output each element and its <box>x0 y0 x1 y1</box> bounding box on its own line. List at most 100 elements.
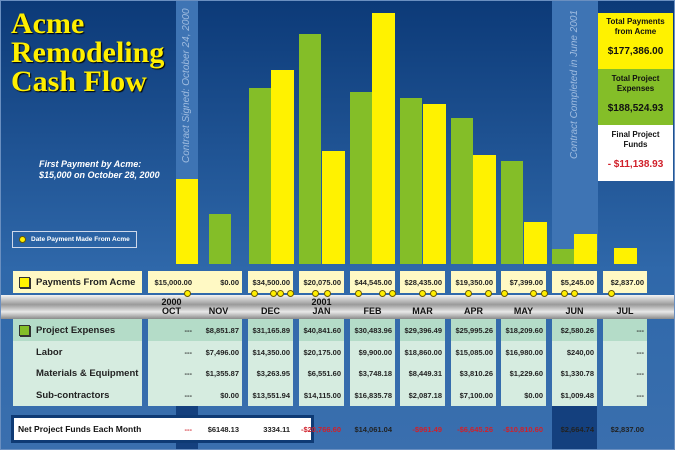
detail-cell-bg <box>501 341 546 406</box>
expenses-cell: $29,396.49 <box>404 325 442 335</box>
subs-row-label: Sub-contractors <box>36 389 110 401</box>
first-payment-note: First Payment by Acme: $15,000 on Octobe… <box>39 159 160 180</box>
expenses-cell: $8,851.87 <box>205 325 239 335</box>
payment-cell-bg <box>350 271 395 293</box>
expenses-square-icon <box>19 324 30 336</box>
month-label: FEB <box>363 306 382 316</box>
month-label: MAY <box>513 306 534 316</box>
month-label: JUN <box>565 306 584 316</box>
net-cell: $2,837.00 <box>610 424 644 434</box>
month-label: MAR <box>412 306 433 316</box>
net-row <box>11 415 314 443</box>
payment-date-dot-icon <box>324 290 331 297</box>
payment-cell-bg <box>501 271 546 293</box>
expenses-cell: $30,483.96 <box>354 325 392 335</box>
month-label: NOV <box>208 306 229 316</box>
labor-cell: $240,00 <box>566 347 594 357</box>
net-cell: -$10,810.60 <box>502 424 543 434</box>
payment-cell-bg <box>400 271 445 293</box>
labor-cell: $7,496.00 <box>205 347 239 357</box>
year-label: 2001 <box>311 297 332 307</box>
materials-cell: $1,229.60 <box>509 368 543 378</box>
expense-bar-feb <box>350 92 372 264</box>
payment-bar-mar <box>423 103 446 264</box>
materials-cell: $3,748.18 <box>358 368 392 378</box>
subs-cell: $14,115.00 <box>303 390 341 400</box>
expenses-cell: $40,841.60 <box>303 325 341 335</box>
subs-cell: $0.00 <box>524 390 543 400</box>
payments-square-icon <box>19 276 30 288</box>
net-cell: $2,664.74 <box>560 424 594 434</box>
expense-bar-nov <box>209 214 231 264</box>
payment-date-dot-icon <box>251 290 258 297</box>
contract-signed-band: Contract Signed: October 24, 2000 <box>176 1 198 181</box>
payments-cell: $0.00 <box>220 277 239 287</box>
payment-bar-apr <box>473 154 496 264</box>
legend: Date Payment Made From Acme <box>12 231 137 248</box>
payment-cell-bg <box>148 271 242 293</box>
payment-date-dot-icon <box>541 290 548 297</box>
payment-bar-dec <box>271 69 294 264</box>
payments-cell: $15,000.00 <box>154 277 192 287</box>
net-cell: 3334.11 <box>263 424 290 434</box>
detail-cell-bg <box>400 341 445 406</box>
detail-cell-bg <box>451 341 496 406</box>
expense-bar-dec <box>249 88 271 264</box>
payments-cell: $34,500.00 <box>252 277 290 287</box>
labor-cell: $16,980.00 <box>505 347 543 357</box>
materials-row-label: Materials & Equipment <box>36 367 139 379</box>
month-label: DEC <box>260 306 280 316</box>
materials-cell: $3,263.95 <box>256 368 290 378</box>
expense-cell-bg <box>451 319 496 341</box>
payment-date-dot-icon <box>465 290 472 297</box>
payment-date-dot-icon <box>501 290 508 297</box>
materials-cell: --- <box>184 368 193 378</box>
payments-cell: $44,545.00 <box>354 277 392 287</box>
net-row-label: Net Project Funds Each Month <box>18 424 142 434</box>
payment-bar-oct <box>176 179 198 264</box>
payment-cell-bg <box>248 271 293 293</box>
net-cell: -$20,766.60 <box>300 424 341 434</box>
payment-date-dot-icon <box>379 290 386 297</box>
contract-completed-label: Contract Completed in June 2001 <box>569 10 580 159</box>
payment-date-dot-icon <box>389 290 396 297</box>
materials-cell: $3,810.26 <box>459 368 493 378</box>
net-cell: $6148.13 <box>207 424 239 434</box>
payment-date-dot-icon <box>355 290 362 297</box>
payments-cell: $19,350.00 <box>455 277 493 287</box>
detail-cell-bg <box>299 341 344 406</box>
expense-cell-bg <box>148 319 242 341</box>
detail-cell-bg <box>248 341 293 406</box>
final-funds-box: Final Project Funds - $11,138.93 <box>598 125 673 181</box>
contract-completed-band: Contract Completed in June 2001 <box>552 1 598 251</box>
labor-cell: $9,900.00 <box>358 347 392 357</box>
expenses-cell: $2,580.26 <box>560 325 594 335</box>
labor-cell: --- <box>636 347 645 357</box>
subs-cell: $0.00 <box>220 390 239 400</box>
subs-cell: --- <box>184 390 193 400</box>
expense-cell-bg <box>603 319 647 341</box>
payment-date-dot-icon <box>184 290 191 297</box>
expense-bar-apr <box>451 117 473 264</box>
subs-cell: $16,835.78 <box>354 390 392 400</box>
subs-cell: $1,009.48 <box>560 390 594 400</box>
expenses-row-label: Project Expenses <box>13 319 142 341</box>
payment-date-dot-icon <box>530 290 537 297</box>
expenses-cell: $31,165.89 <box>252 325 290 335</box>
total-payments-box: Total Payments from Acme $177,386.00 <box>598 13 673 69</box>
expenses-cell: $18,209.60 <box>505 325 543 335</box>
year-label: 2000 <box>161 297 182 307</box>
subs-cell: $13,551.94 <box>252 390 290 400</box>
materials-cell: $1,355.87 <box>205 368 239 378</box>
subs-cell: $7,100.00 <box>459 390 493 400</box>
payment-date-dot-icon <box>419 290 426 297</box>
labor-cell: $18,860.00 <box>404 347 442 357</box>
detail-cell-bg <box>350 341 395 406</box>
payment-cell-bg <box>552 271 597 293</box>
materials-cell: $6,551.60 <box>307 368 341 378</box>
labor-row-label: Labor <box>36 346 63 358</box>
payment-dot-icon <box>19 236 26 243</box>
jun-column-shade <box>552 401 597 449</box>
payment-bar-jun <box>574 234 597 264</box>
